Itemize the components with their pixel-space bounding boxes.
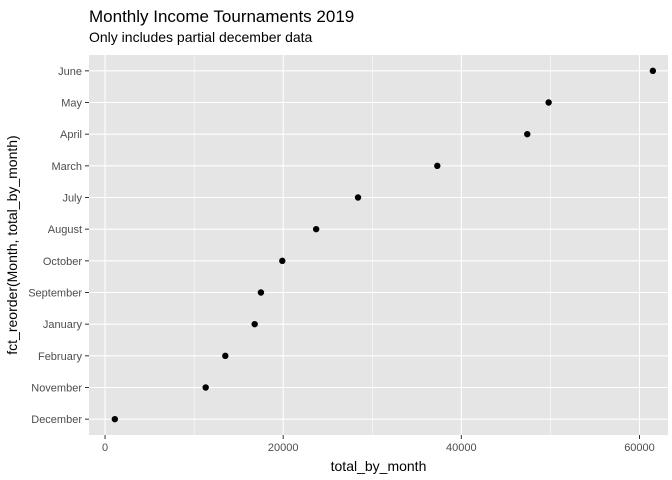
chart-title: Monthly Income Tournaments 2019 xyxy=(89,7,354,26)
data-point-may xyxy=(545,99,552,106)
data-point-september xyxy=(257,289,265,296)
data-point-april xyxy=(524,130,531,138)
x-tick-label: 40000 xyxy=(446,442,477,454)
y-tick-label: May xyxy=(61,98,82,110)
data-point-march xyxy=(434,162,441,170)
x-tick-label: 0 xyxy=(102,442,108,454)
data-point-june xyxy=(649,67,657,75)
x-axis-title: total_by_month xyxy=(331,458,427,474)
data-point-july xyxy=(354,194,362,201)
data-point-february xyxy=(222,352,229,360)
y-tick-label: March xyxy=(51,161,82,173)
data-point-january xyxy=(251,320,258,328)
data-points xyxy=(111,67,657,423)
data-point-october xyxy=(279,257,286,265)
x-tick-label: 60000 xyxy=(624,442,655,454)
plot-panel xyxy=(89,55,668,435)
y-tick-label: November xyxy=(31,383,82,395)
y-tick-label: September xyxy=(28,288,82,300)
data-point-december xyxy=(111,415,119,423)
y-tick-label: December xyxy=(31,414,82,426)
y-tick-label: February xyxy=(38,351,83,363)
y-tick-label: August xyxy=(48,224,82,236)
y-tick-label: October xyxy=(43,256,82,268)
y-tick-label: June xyxy=(58,66,82,78)
x-tick-label: 20000 xyxy=(268,442,299,454)
chart-subtitle: Only includes partial december data xyxy=(89,29,313,45)
data-point-november xyxy=(202,384,209,391)
y-tick-label: January xyxy=(43,319,83,331)
y-axis: December November February January September… xyxy=(28,66,89,426)
grid-lines xyxy=(89,55,668,435)
y-axis-title: fct_reorder(Month, total_by_month) xyxy=(4,135,20,354)
y-tick-label: April xyxy=(60,129,82,141)
data-point-august xyxy=(312,225,320,233)
y-tick-label: July xyxy=(62,193,82,205)
x-axis: 0 20000 40000 60000 xyxy=(102,435,655,454)
